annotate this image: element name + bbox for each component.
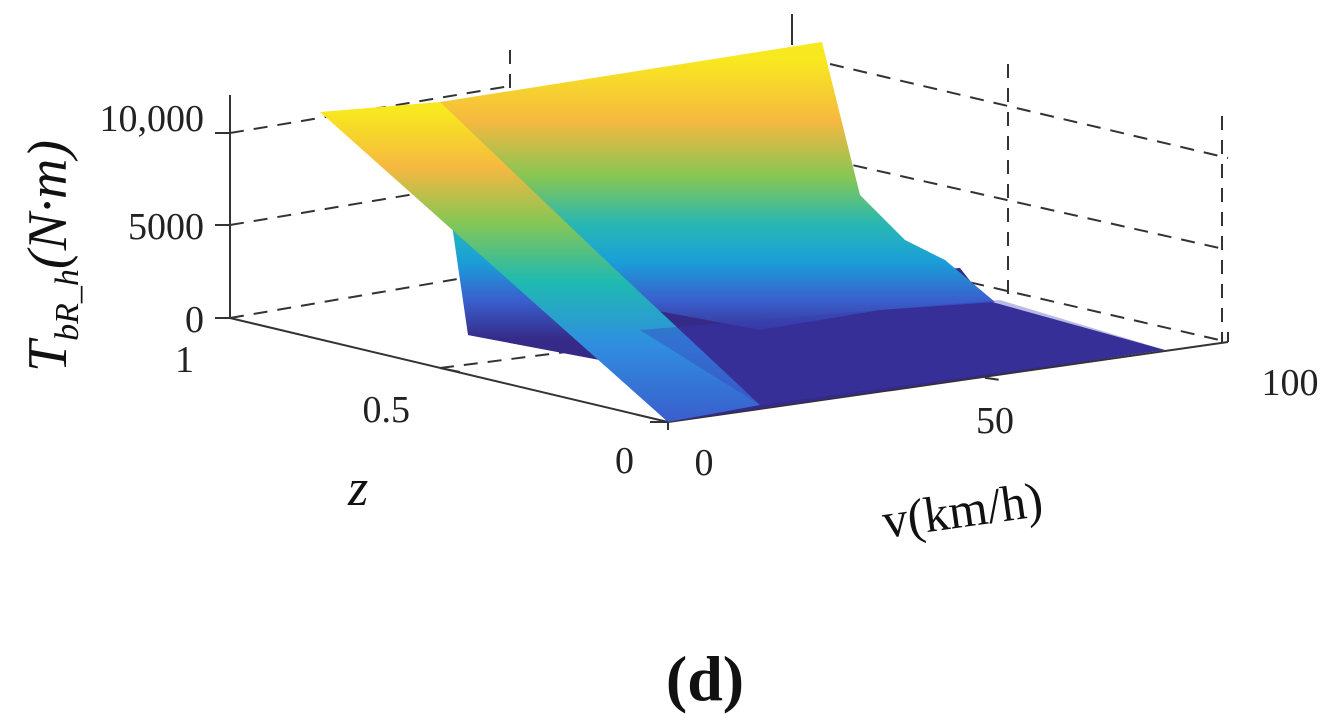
svg-text:TbR_h(N·m): TbR_h(N·m) — [17, 140, 86, 372]
y-tick-2: 1 — [175, 339, 194, 381]
surface-low-shade — [640, 300, 1165, 405]
y-tick-0: 0 — [615, 440, 634, 482]
x-tick-2: 100 — [1262, 362, 1319, 404]
surface-ridge-ramp — [320, 102, 760, 422]
x-tick-1: 50 — [976, 400, 1014, 442]
z-axis-label-main: T — [17, 337, 79, 372]
z-tick-labels: 0 5000 10,000 — [100, 98, 205, 341]
y-tick-labels: 0 0.5 1 — [175, 339, 634, 482]
x-axis-label: v(km/h) — [879, 471, 1046, 549]
z-tick-0: 0 — [185, 299, 204, 341]
x-tick-labels: 0 50 100 — [695, 362, 1319, 484]
panel-label: (d) — [666, 643, 744, 714]
z-tick-2: 10,000 — [100, 98, 205, 140]
axes — [215, 14, 1229, 430]
surface — [320, 42, 1165, 422]
z-axis-label-sub: bR_h — [49, 269, 86, 341]
z-axis-label-unit: (N·m) — [17, 140, 79, 269]
x-tick-0: 0 — [695, 442, 714, 484]
y-tick-1: 0.5 — [363, 389, 411, 431]
z-axis-label: TbR_h(N·m) — [17, 140, 86, 372]
z-tick-1: 5000 — [128, 206, 204, 248]
y-axis-label: z — [347, 460, 368, 517]
